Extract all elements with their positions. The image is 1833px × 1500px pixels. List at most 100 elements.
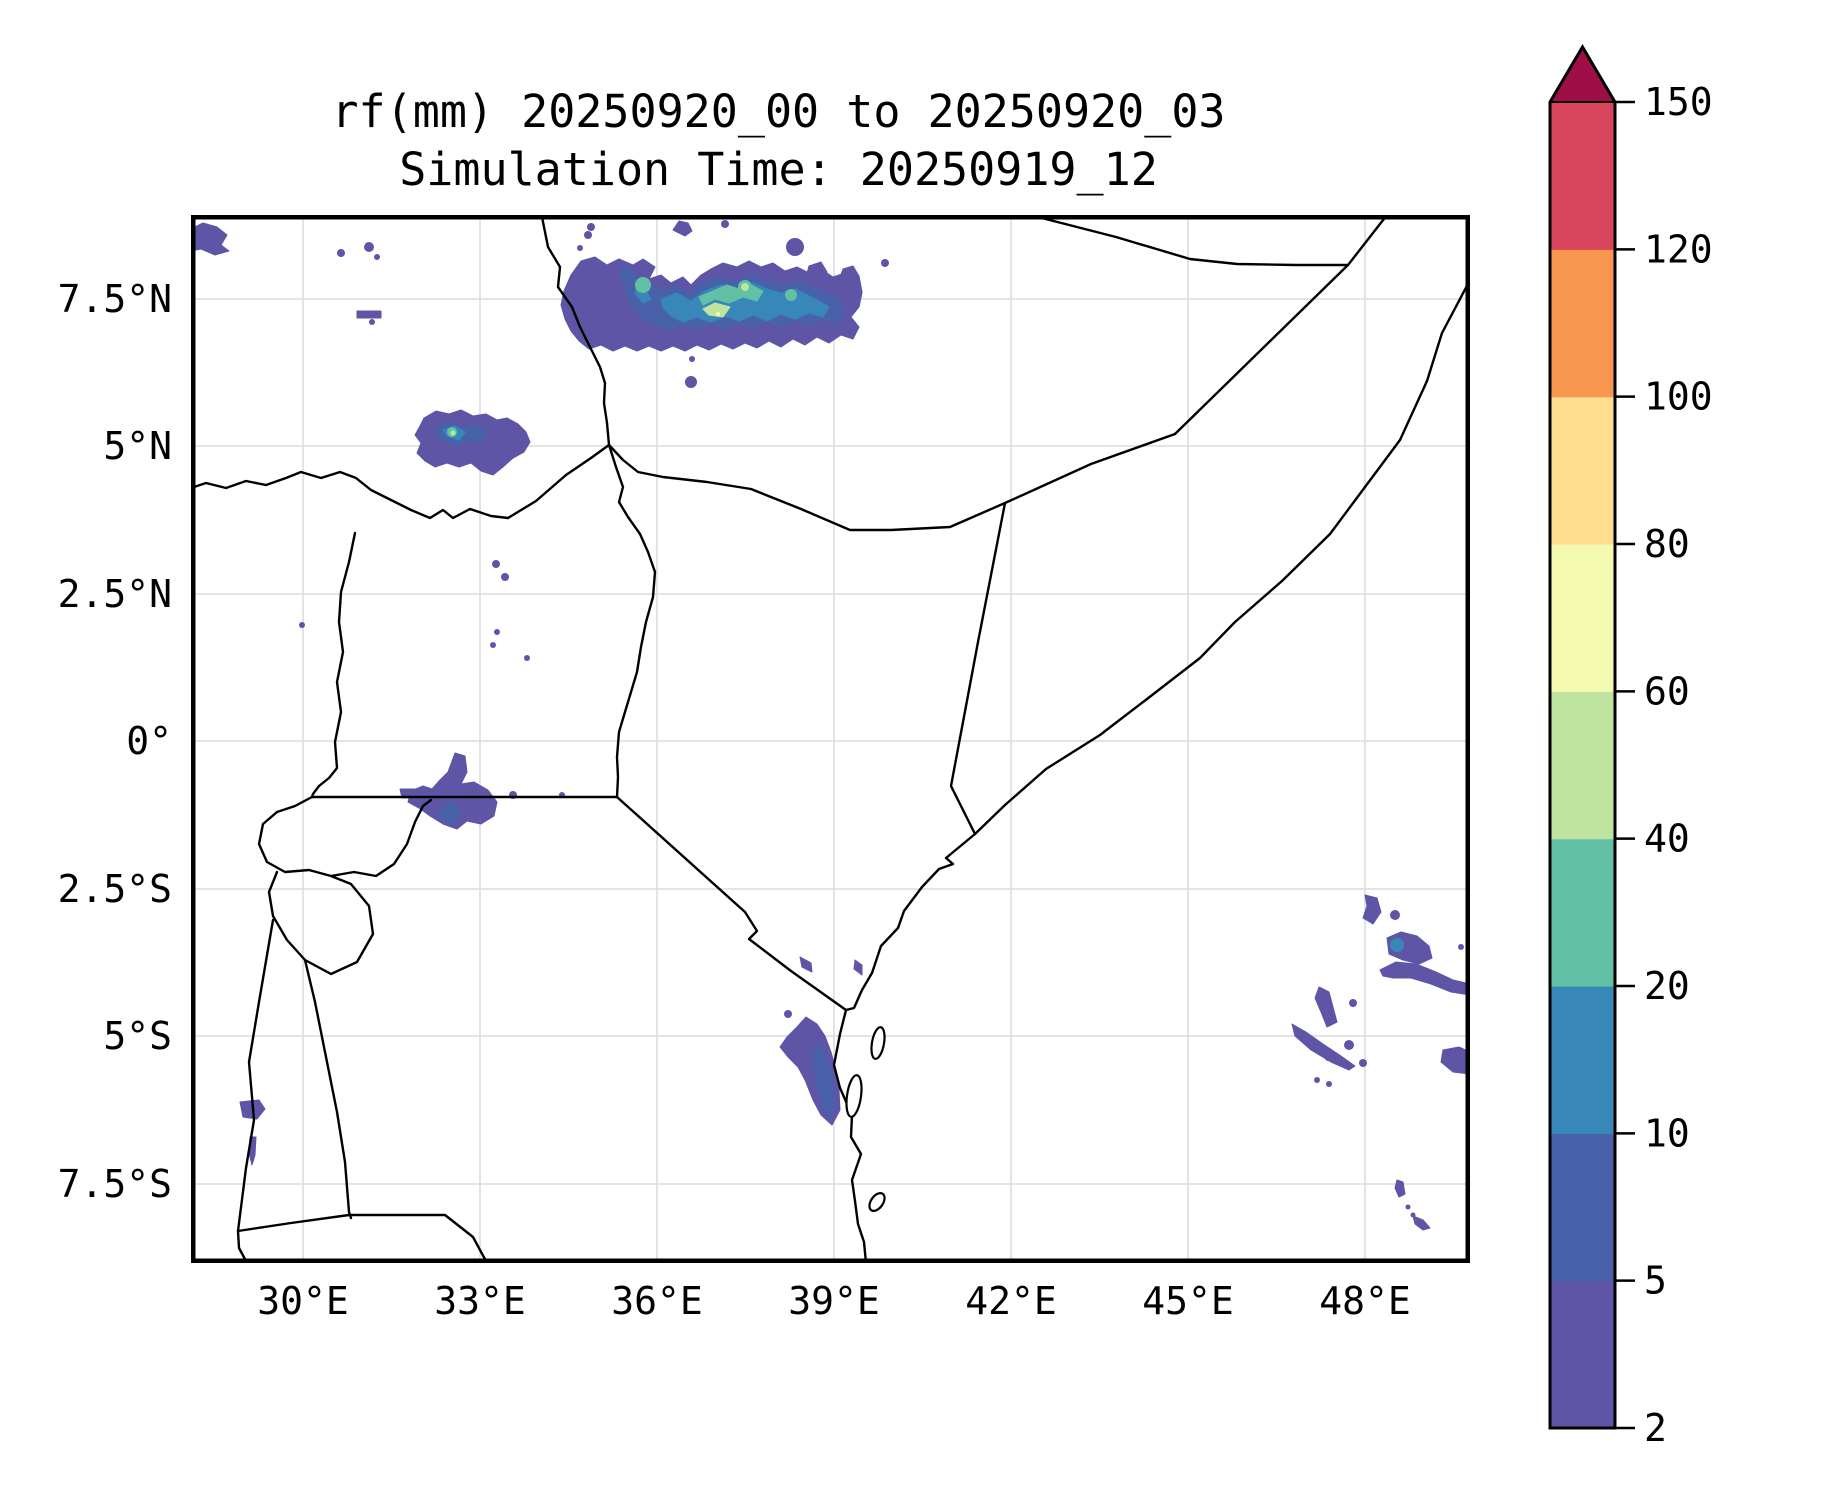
border-tanzania-southwest <box>236 1213 489 1265</box>
rain-patch-2-5 <box>190 222 230 256</box>
rain-patch-40-60 <box>741 283 749 291</box>
colorbar-tick-label: 150 <box>1644 80 1713 124</box>
colorbar-segment-100-120 <box>1550 249 1615 398</box>
rain-patch-5-10 <box>812 1041 836 1121</box>
border-south-sudan-kenya-diagonal <box>506 443 611 520</box>
rain-patch-2-5 <box>587 223 595 231</box>
y-tick-label: 5°N <box>103 424 172 468</box>
rain-patch-2-5 <box>1458 944 1464 950</box>
x-tick-label: 42°E <box>965 1279 1057 1323</box>
x-tick-label: 48°E <box>1319 1279 1411 1323</box>
map-frame <box>190 214 1471 1264</box>
x-tick-label: 33°E <box>434 1279 526 1323</box>
rain-patch-2-5 <box>407 752 498 830</box>
rain-patch-2-5 <box>1344 1040 1354 1050</box>
rain-patch-2-5 <box>524 655 530 661</box>
colorbar-tick-label: 100 <box>1644 375 1713 419</box>
colorbar-tick-label: 40 <box>1644 817 1690 861</box>
border-lake-tanganyika-west <box>236 918 275 1233</box>
colorbar-tick-label: 80 <box>1644 522 1690 566</box>
rain-patch-2-5 <box>299 622 305 628</box>
rain-patch-2-5 <box>337 249 345 257</box>
rain-patch-2-5 <box>374 254 380 260</box>
plot-title-line2: Simulation Time: 20250919_12 <box>399 143 1158 196</box>
rain-patch-10-20 <box>1390 938 1404 952</box>
rain-patch-2-5 <box>784 1010 792 1018</box>
map-area <box>189 213 1472 1265</box>
colorbar-segment-40-60 <box>1550 691 1615 840</box>
colorbar-tick-label: 5 <box>1644 1259 1667 1303</box>
rain-patch-2-5 <box>838 265 863 311</box>
plot-title-line1: rf(mm) 20250920_00 to 20250920_03 <box>331 85 1226 138</box>
x-tick-label: 45°E <box>1142 1279 1234 1323</box>
rain-patch-2-5 <box>590 336 600 346</box>
rain-patch-5-10 <box>440 803 460 823</box>
border-djibouti <box>1028 213 1350 267</box>
rain-patch-2-5 <box>1394 1179 1406 1198</box>
colorbar-over-arrow <box>1550 47 1615 102</box>
island-pemba-island <box>870 1026 886 1060</box>
rain-patch-2-5 <box>369 319 375 325</box>
rain-patch-2-5 <box>1362 894 1382 925</box>
rain-patch-2-5 <box>1405 1204 1411 1210</box>
colorbar-segment-10-20 <box>1550 986 1615 1134</box>
colorbar-tick-label: 20 <box>1644 964 1690 1008</box>
border-rwanda <box>257 795 433 878</box>
rain-patch-40-60 <box>702 302 731 318</box>
colorbar-segment-120-150 <box>1550 102 1615 250</box>
map-canvas <box>189 213 1472 1265</box>
rain-patch-20-40 <box>785 289 797 301</box>
border-lake-tanganyika-east <box>303 958 353 1220</box>
rain-patch-2-5 <box>1359 1059 1367 1067</box>
colorbar-tick-label: 60 <box>1644 669 1690 713</box>
rain-patch-2-5 <box>1326 1081 1332 1087</box>
colorbar-segment-20-40 <box>1550 838 1615 987</box>
island-zanzibar-island <box>845 1074 863 1118</box>
x-tick-label: 30°E <box>257 1279 349 1323</box>
rain-patch-2-5 <box>494 629 500 635</box>
border-south-sudan-ethiopia <box>540 215 611 447</box>
rain-patch-2-5 <box>881 259 889 267</box>
x-tick-label: 39°E <box>788 1279 880 1323</box>
border-burundi <box>267 870 375 976</box>
border-coastline <box>832 278 1472 1265</box>
colorbar-canvas: 2 5 10 20 40 60 80 100 120 150 <box>1548 44 1713 1450</box>
rain-patch-2-5 <box>1390 910 1400 920</box>
y-tick-label: 2.5°N <box>57 572 172 616</box>
rain-patch-2-5 <box>1291 1023 1356 1071</box>
colorbar-tick-label: 120 <box>1644 227 1713 271</box>
y-tick-label: 7.5°N <box>57 277 172 321</box>
y-tick-label: 2.5°S <box>57 867 172 911</box>
rain-patch-2-5 <box>356 310 382 319</box>
rain-patch-2-5 <box>577 245 583 251</box>
border-kenya-somalia <box>949 501 1007 836</box>
x-tick-label: 36°E <box>611 1279 703 1323</box>
border-kenya-tanzania <box>615 795 848 1012</box>
rain-patch-2-5 <box>1314 986 1338 1028</box>
y-tick-label: 5°S <box>103 1014 172 1058</box>
border-south-sudan-uganda-west <box>189 470 510 520</box>
rain-patch-2-5 <box>786 238 804 256</box>
rain-patch-2-5 <box>672 220 693 237</box>
rain-patch-2-5 <box>583 311 591 319</box>
rain-patch-2-5 <box>799 956 813 973</box>
y-tick-label: 7.5°S <box>57 1162 172 1206</box>
border-drc-uganda <box>310 531 357 799</box>
rain-patch-2-5 <box>501 573 509 581</box>
colorbar-tick-label: 10 <box>1644 1111 1690 1155</box>
rain-patch-2-5 <box>584 231 592 239</box>
colorbar-segment-60-80 <box>1550 544 1615 692</box>
rain-patch-2-5 <box>853 959 863 976</box>
rain-patch-2-5 <box>1314 1077 1320 1083</box>
rain-patch-2-5 <box>721 220 729 228</box>
colorbar-tick-label: 2 <box>1644 1406 1667 1450</box>
colorbar-segment-5-10 <box>1550 1133 1615 1282</box>
rain-patch-60-80 <box>716 312 720 316</box>
y-tick-label: 0° <box>126 719 172 763</box>
rain-patch-2-5 <box>490 642 496 648</box>
rain-patch-40-60 <box>450 430 456 436</box>
colorbar-segment-80-100 <box>1550 396 1615 545</box>
border-uganda-kenya <box>607 443 657 799</box>
rain-patch-2-5 <box>1412 1215 1431 1231</box>
